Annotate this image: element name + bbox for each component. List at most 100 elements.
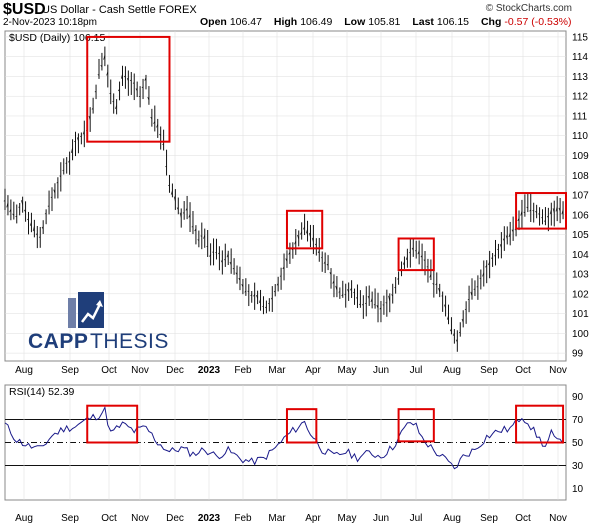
price-bar-tick — [555, 206, 558, 212]
ohlc-readout: Open 106.47 High 106.49 Low 105.81 Last 106.… — [200, 16, 581, 28]
price-bar-tick — [173, 196, 176, 202]
price-bar-tick — [376, 304, 379, 309]
price-bar-tick — [3, 200, 6, 202]
price-bar-tick — [455, 339, 458, 343]
price-bar-tick — [188, 213, 191, 218]
price-bar-tick — [438, 287, 441, 293]
rsi-x-tick-label: Oct — [515, 513, 531, 524]
high-label: High — [273, 16, 298, 28]
price-bar-tick — [285, 258, 288, 262]
price-y-tick-label: 112 — [572, 92, 588, 103]
capp-thesis-logo: CAPP THESIS — [28, 292, 178, 353]
price-bar-tick — [511, 229, 514, 233]
price-y-tick-label: 108 — [572, 171, 589, 182]
price-bar-tick — [12, 213, 15, 216]
price-bar-tick — [517, 217, 520, 222]
price-bar-tick — [338, 291, 341, 293]
price-bar-tick — [253, 294, 255, 297]
low-value: 105.81 — [368, 16, 401, 28]
timestamp-label: 2-Nov-2023 10:18pm — [3, 17, 97, 28]
price-bar-tick — [350, 287, 352, 291]
rsi-x-tick-label: Dec — [166, 513, 184, 524]
open-value: 106.47 — [229, 16, 262, 28]
price-bar-tick — [264, 306, 267, 309]
price-bar-tick — [191, 226, 194, 228]
price-bar-tick — [423, 259, 426, 262]
price-bar-tick — [499, 244, 502, 248]
price-bar-tick — [59, 175, 61, 177]
price-bar-tick — [329, 272, 332, 275]
price-bar-tick — [250, 294, 252, 297]
price-bar-tick — [541, 217, 543, 219]
rsi-panel: 10 30 50 70 90 Aug Sep Oct Nov Dec 2023 Feb Mar Apr Ma… — [4, 384, 584, 524]
price-x-tick-label: Oct — [101, 365, 117, 376]
rsi-x-tick-label: Sep — [61, 513, 79, 524]
price-x-tick-label: Mar — [268, 365, 286, 376]
price-bar-tick — [370, 298, 373, 302]
price-bar-tick — [226, 253, 229, 258]
rsi-x-tick-label: Nov — [131, 513, 149, 524]
price-bar-tick — [153, 121, 156, 124]
price-bar-tick — [150, 116, 153, 120]
price-bar-tick — [235, 272, 238, 275]
price-bar-tick — [561, 209, 564, 215]
price-bar-tick — [103, 55, 106, 60]
price-bar-tick — [388, 295, 391, 302]
price-bar-tick — [273, 290, 276, 293]
price-bar-tick — [402, 261, 405, 265]
rsi-y-tick-label: 70 — [572, 415, 584, 426]
price-bar-tick — [552, 208, 555, 214]
price-y-tick-label: 115 — [572, 32, 588, 43]
price-bar-tick — [294, 240, 297, 245]
price-bar-tick — [29, 221, 32, 226]
price-bar-tick — [420, 255, 423, 258]
price-bar-tick — [326, 263, 329, 266]
price-bar-tick — [391, 294, 393, 297]
rsi-x-tick-label: Aug — [443, 513, 461, 524]
price-bar-tick — [432, 283, 435, 285]
price-x-tick-label: Jul — [410, 365, 423, 376]
price-bar-tick — [297, 234, 300, 240]
price-bar-tick — [209, 254, 211, 257]
price-bar-tick — [91, 107, 94, 110]
price-bar-tick — [411, 247, 414, 251]
price-bar-tick — [247, 290, 249, 292]
rsi-x-tick-label: Sep — [480, 513, 498, 524]
price-bar-tick — [417, 250, 420, 255]
rsi-x-tick-label: Nov — [549, 513, 567, 524]
rsi-x-tick-label: Aug — [15, 513, 33, 524]
price-bar-tick — [182, 212, 185, 214]
price-bar-tick — [435, 283, 438, 286]
price-bar-tick — [535, 211, 537, 214]
price-bar-tick — [21, 200, 23, 205]
low-label: Low — [344, 16, 366, 28]
price-bar-tick — [429, 274, 432, 278]
rsi-x-tick-label: Apr — [305, 513, 321, 524]
price-bar-tick — [238, 277, 241, 281]
price-bar-tick — [56, 182, 59, 184]
price-bar-tick — [109, 92, 111, 94]
price-bar-tick — [347, 289, 349, 293]
price-bar-tick — [520, 210, 523, 216]
rsi-x-tick-label: Jun — [373, 513, 389, 524]
rsi-y-tick-label: 10 — [572, 484, 584, 495]
price-bar-tick — [135, 88, 138, 92]
price-bar-tick — [308, 232, 311, 238]
price-bar-tick — [232, 267, 235, 270]
price-bar-tick — [379, 307, 382, 310]
price-bar-tick — [27, 218, 29, 221]
price-x-tick-label: Apr — [305, 365, 321, 376]
price-bar-tick — [120, 73, 123, 79]
price-bar-tick — [538, 213, 540, 215]
price-bar-tick — [494, 255, 496, 257]
price-bar-tick — [488, 261, 490, 266]
price-y-tick-label: 100 — [572, 329, 589, 340]
price-y-tick-label: 110 — [572, 131, 588, 142]
price-bar-tick — [123, 75, 126, 78]
price-x-tick-label: Nov — [131, 365, 149, 376]
price-bar-tick — [229, 261, 232, 265]
price-bar-tick — [385, 302, 387, 304]
price-bar-tick — [300, 231, 302, 235]
price-y-tick-label: 113 — [572, 72, 588, 83]
